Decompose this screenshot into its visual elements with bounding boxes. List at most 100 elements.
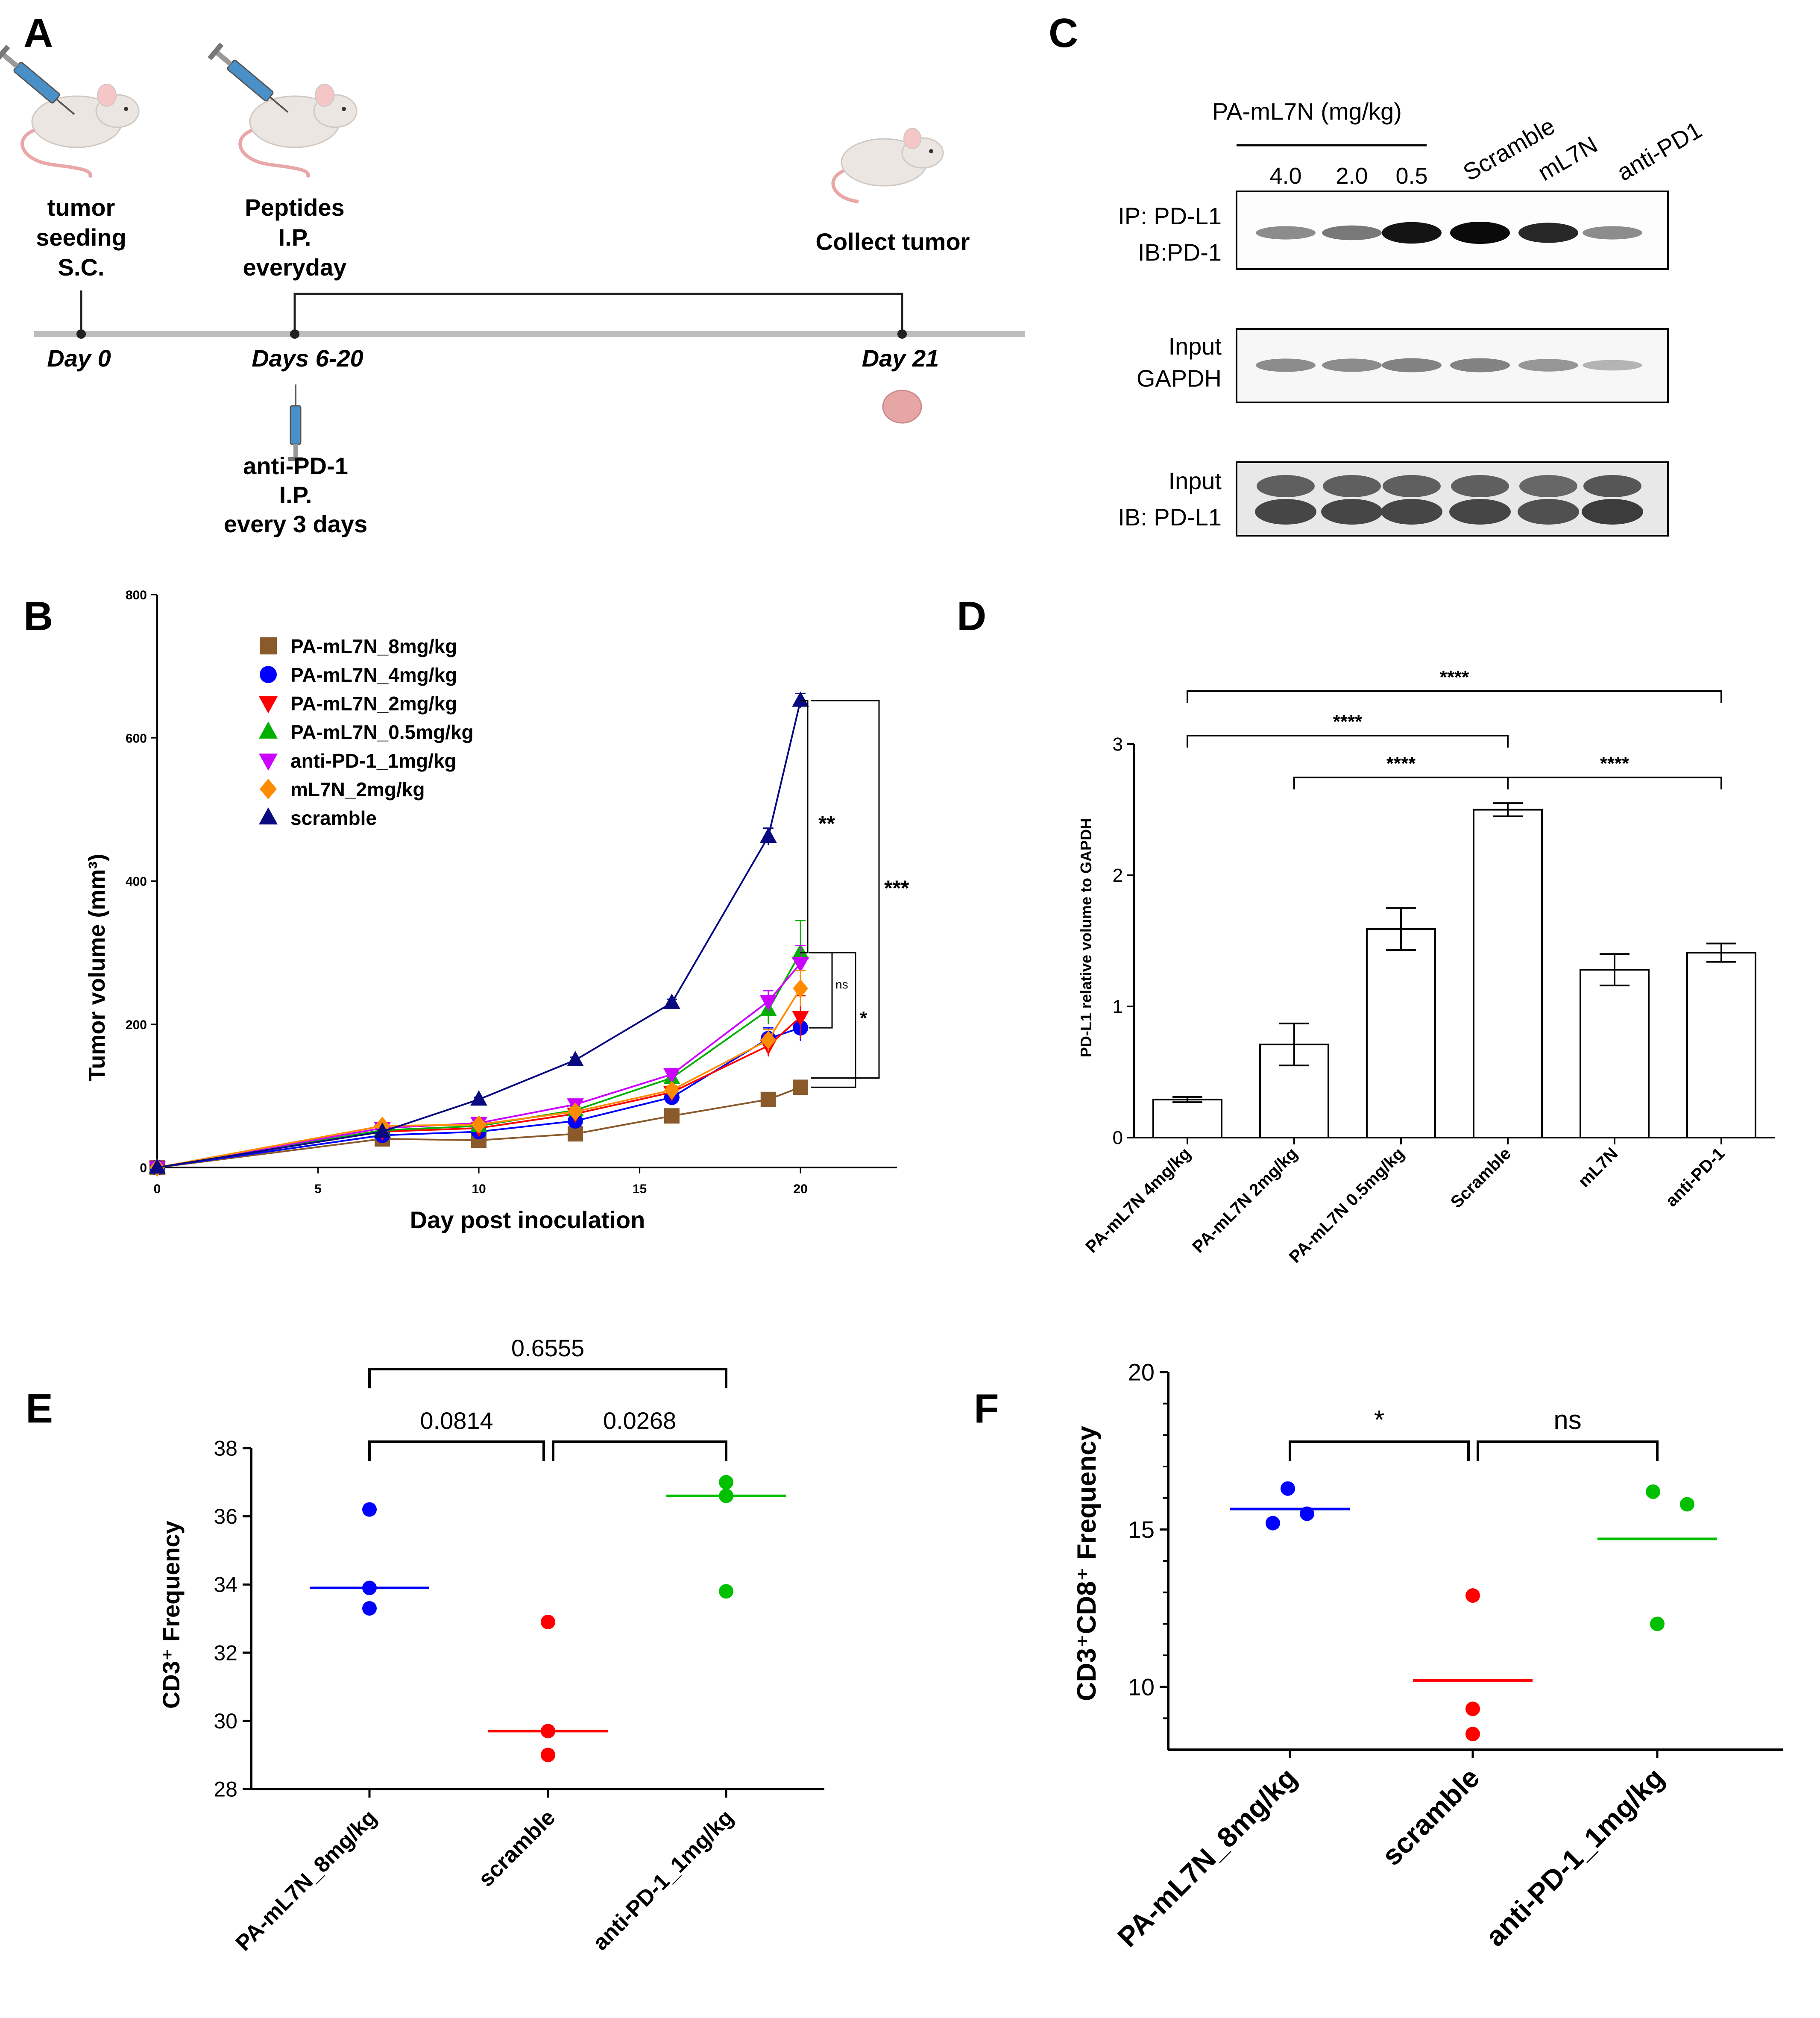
y-tick-label: 0	[140, 1161, 147, 1175]
blot-dose-label: 0.5	[1395, 163, 1427, 189]
blot-band	[1450, 358, 1510, 373]
y-tick-label: 20	[1128, 1359, 1155, 1386]
y-tick-label: 400	[126, 875, 147, 889]
data-point	[719, 1475, 733, 1490]
data-point	[541, 1614, 555, 1629]
event-label: Collect tumor	[816, 228, 970, 255]
bar	[1580, 969, 1650, 1139]
chart-e: CD3⁺ Frequency 28 30 32 34 36 38 PA-mL7N_8mg/k…	[158, 1335, 824, 1956]
y-tick-label: 30	[214, 1709, 237, 1733]
sig-label: 0.0814	[420, 1407, 493, 1434]
blot-band	[1583, 475, 1641, 497]
sig-bracket	[368, 1368, 727, 1388]
data-point	[362, 1581, 377, 1596]
sig-label: ns	[1553, 1405, 1581, 1435]
x-tick-label: anti-PD-1_1mg/kg	[588, 1805, 739, 1955]
data-point	[567, 1102, 583, 1121]
data-point	[1300, 1506, 1314, 1521]
y-tick-label: 15	[1128, 1516, 1155, 1543]
sig-bracket	[1187, 690, 1722, 703]
blot-band	[1583, 226, 1642, 240]
anti-pd1-label: every 3 days	[224, 510, 367, 537]
legend-label: mL7N_2mg/kg	[290, 778, 425, 801]
legend-marker	[260, 779, 277, 799]
sig-bracket	[552, 1440, 727, 1461]
data-point	[760, 1091, 776, 1107]
x-axis-label: Day post inoculation	[410, 1206, 645, 1233]
y-axis-label: PD-L1 relative volume to GAPDH	[1077, 818, 1095, 1057]
blot-row-label: Input	[1168, 467, 1222, 494]
blot-row-label: GAPDH	[1137, 365, 1222, 392]
y-tick-label: 34	[214, 1573, 237, 1597]
panel-a-timeline: tumor seeding S.C. Peptides I.P. everyda…	[0, 42, 1025, 537]
data-point	[567, 1126, 583, 1142]
y-tick-label: 1	[1113, 996, 1123, 1017]
blot-band	[1519, 475, 1577, 497]
syringe-icon	[208, 42, 289, 113]
mouse-icon	[21, 84, 140, 178]
bar	[1152, 1098, 1222, 1138]
data-point	[1266, 1516, 1280, 1531]
x-tick-label: anti-PD-1	[1662, 1144, 1728, 1210]
blot-band	[1256, 358, 1316, 372]
sig-label: *	[1374, 1405, 1384, 1435]
syringe-icon	[0, 44, 75, 115]
blot-band	[1451, 475, 1509, 497]
sig-label: **	[818, 812, 835, 836]
legend-marker	[259, 696, 278, 713]
x-tick-label: PA-mL7N_8mg/kg	[1111, 1762, 1303, 1953]
blot-band	[1382, 358, 1442, 373]
blot-band	[1583, 360, 1642, 371]
blot-row-label: IP: PD-L1	[1118, 202, 1222, 229]
x-tick-label: PA-mL7N_8mg/kg	[231, 1805, 382, 1956]
y-tick-label: 32	[214, 1641, 237, 1665]
x-tick-label: PA-mL7N 0.5mg/kg	[1286, 1144, 1408, 1267]
blot-band	[1255, 499, 1316, 525]
sig-label: *	[860, 1008, 868, 1029]
panel-letter-b: B	[23, 593, 53, 639]
event-label: Peptides	[245, 194, 344, 221]
blot-band	[1323, 475, 1381, 497]
panel-c-blot: PA-mL7N (mg/kg) 4.0 2.0 0.5 Scramble mL7…	[1118, 98, 1706, 537]
data-point	[663, 993, 680, 1009]
blot-band	[1518, 359, 1578, 372]
y-tick-label: 200	[126, 1018, 147, 1032]
panel-letter-f: F	[974, 1386, 999, 1431]
blot-band	[1382, 222, 1442, 244]
event-label: S.C.	[58, 254, 105, 281]
data-point	[719, 1584, 733, 1599]
data-point	[541, 1724, 555, 1739]
sig-bracket	[811, 952, 856, 1088]
data-point	[470, 1090, 487, 1106]
sig-label: ****	[1386, 753, 1416, 774]
bar	[1686, 952, 1756, 1138]
data-point	[759, 995, 777, 1011]
x-tick-label: PA-mL7N 4mg/kg	[1082, 1144, 1194, 1256]
sig-label: 0.6555	[511, 1335, 584, 1361]
data-point	[760, 1031, 776, 1050]
chart-d: PD-L1 relative volume to GAPDH 0 1 2 3 PA-mL…	[1077, 667, 1775, 1267]
y-tick-label: 600	[126, 731, 147, 745]
legend-marker	[259, 807, 278, 824]
legend-marker	[259, 754, 278, 771]
y-tick-label: 28	[214, 1777, 237, 1801]
data-point	[1465, 1727, 1480, 1742]
sig-bracket	[1289, 1440, 1470, 1461]
legend-label: anti-PD-1_1mg/kg	[290, 750, 457, 772]
x-tick-label: 5	[314, 1182, 322, 1196]
x-tick-label: PA-mL7N 2mg/kg	[1189, 1144, 1301, 1256]
legend-label: PA-mL7N_0.5mg/kg	[290, 721, 474, 743]
x-tick-label: scramble	[474, 1805, 560, 1891]
sig-label: ****	[1600, 753, 1630, 774]
data-point	[1680, 1497, 1694, 1512]
data-point	[471, 1115, 487, 1134]
sig-bracket	[368, 1440, 545, 1461]
data-point	[719, 1488, 733, 1503]
sig-label: 0.0268	[603, 1407, 676, 1434]
blot-band	[1322, 225, 1382, 241]
legend-label: PA-mL7N_4mg/kg	[290, 664, 457, 686]
y-tick-label: 800	[126, 588, 147, 602]
sig-label: ****	[1333, 711, 1363, 732]
data-point	[1465, 1588, 1480, 1603]
